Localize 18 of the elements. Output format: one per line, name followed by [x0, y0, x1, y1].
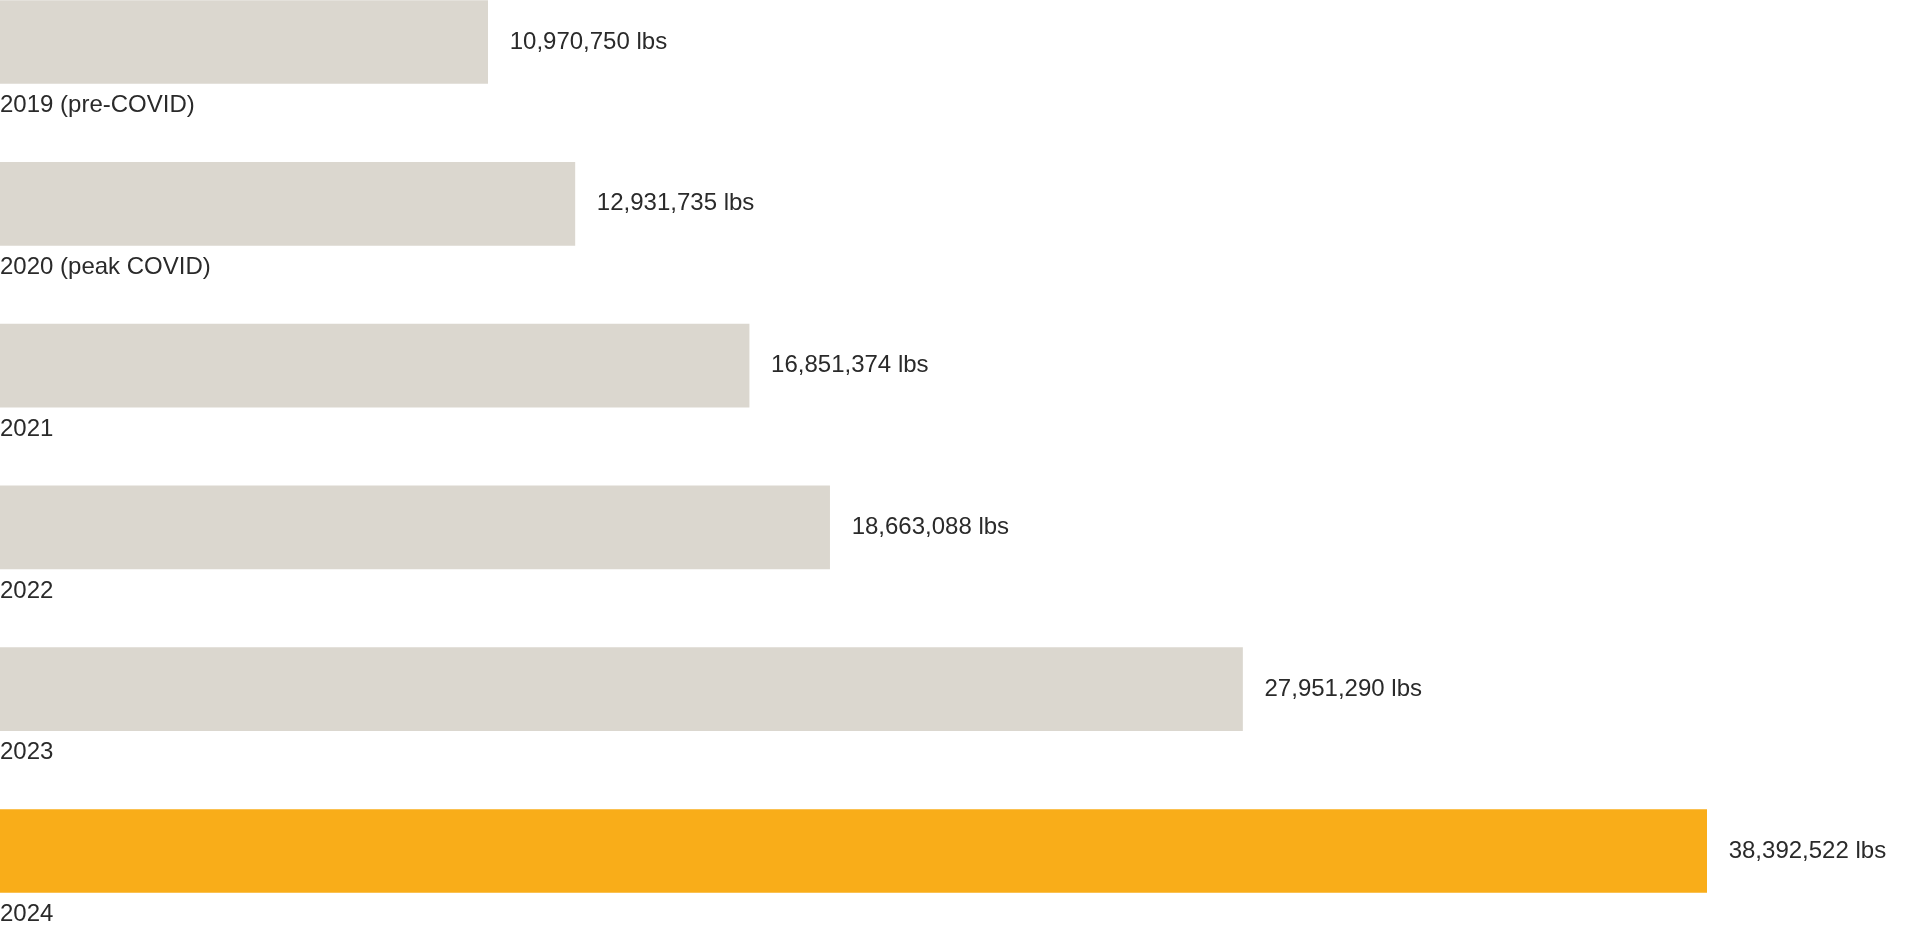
y-tick-label: 2019 (pre-COVID) [0, 90, 195, 118]
bar [0, 161, 576, 246]
y-tick-label: 2022 [0, 575, 54, 603]
y-tick-label: 2023 [0, 737, 54, 765]
data-label: 10,970,750 lbs [509, 26, 668, 54]
bar [0, 0, 489, 84]
data-label: 18,663,088 lbs [851, 512, 1010, 540]
y-tick-label: 2020 (peak COVID) [0, 251, 211, 279]
data-label: 38,392,522 lbs [1728, 835, 1887, 863]
y-tick-label: 2021 [0, 413, 54, 441]
bar [0, 647, 1243, 732]
bar [0, 809, 1707, 893]
y-tick-label: 2024 [0, 899, 54, 927]
data-label: 27,951,290 lbs [1264, 673, 1422, 701]
bar [0, 323, 750, 408]
data-label: 16,851,374 lbs [771, 350, 929, 378]
bar [0, 485, 830, 570]
data-label: 12,931,735 lbs [596, 188, 755, 216]
